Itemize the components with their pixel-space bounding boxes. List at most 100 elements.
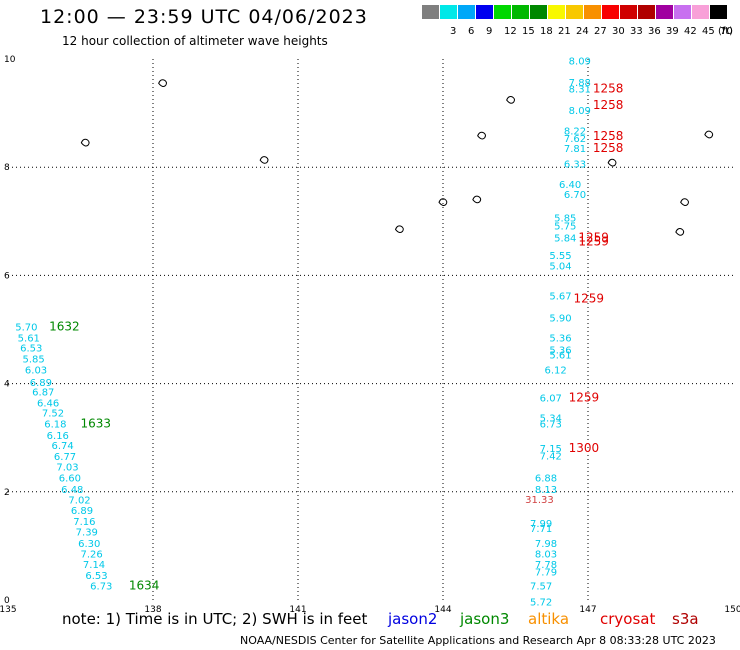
- island-outline: [394, 225, 404, 234]
- legend-jason3: jason3: [460, 610, 510, 628]
- legend-label: 18: [540, 26, 553, 37]
- wave-height-value: 6.89: [30, 378, 52, 389]
- x-tick-label: 144: [434, 605, 451, 615]
- y-tick-label: 8: [4, 163, 10, 173]
- wave-height-value: 5.34: [540, 413, 562, 424]
- wave-height-value: 6.40: [559, 180, 581, 191]
- wave-height-value: 5.36: [549, 345, 571, 356]
- wave-height-value: 5.75: [554, 221, 576, 232]
- wave-height-value: 5.72: [530, 597, 552, 608]
- legend-swatch: [692, 5, 709, 19]
- wave-height-value: 5.85: [23, 355, 45, 366]
- legend-label: 42: [684, 26, 697, 37]
- wave-height-value: 8.22: [564, 127, 586, 138]
- wave-height-value: 6.12: [545, 365, 567, 376]
- legend-label: 9: [486, 26, 493, 37]
- wave-height-value: 5.04: [549, 261, 571, 272]
- wave-height-value: 6.53: [85, 571, 107, 582]
- y-tick-label: 0: [4, 596, 10, 606]
- island-outline: [704, 130, 714, 139]
- legend-swatch: [620, 5, 637, 19]
- legend-label: 39: [666, 26, 679, 37]
- wave-height-value: 6.73: [90, 582, 112, 593]
- x-tick-label: 141: [289, 605, 306, 615]
- legend-label: 27: [594, 26, 607, 37]
- time-label: 1300: [569, 441, 600, 455]
- wave-height-value: 5.85: [554, 213, 576, 224]
- wave-height-value: 7.16: [73, 517, 95, 528]
- y-tick-label: 10: [4, 55, 16, 65]
- island-outline: [438, 198, 448, 206]
- wave-height-value: 6.53: [20, 344, 42, 355]
- time-label: 1632: [49, 320, 80, 334]
- credit-line: NOAA/NESDIS Center for Satellite Applica…: [240, 634, 716, 647]
- legend-swatch: [674, 5, 691, 19]
- island-outline: [607, 158, 617, 167]
- wave-height-value: 7.88: [569, 78, 591, 89]
- y-tick-label: 2: [4, 488, 10, 498]
- y-tick-label: 6: [4, 271, 10, 281]
- wave-height-value: 5.36: [549, 333, 571, 344]
- time-label: 1258: [593, 82, 624, 96]
- legend-swatch: [422, 5, 439, 19]
- legend-swatch: [530, 5, 547, 19]
- legend-label: 21: [558, 26, 571, 37]
- wave-height-value: 6.07: [540, 393, 562, 404]
- legend-swatch: [602, 5, 619, 19]
- wave-height-value: 7.03: [56, 463, 78, 474]
- wave-height-value: 7.79: [535, 568, 557, 579]
- wave-height-value: 5.61: [549, 351, 571, 362]
- island-outline: [80, 138, 90, 147]
- x-tick-label: 147: [579, 605, 596, 615]
- x-tick-label: 138: [144, 605, 161, 615]
- legend-swatch: [584, 5, 601, 19]
- legend-swatch: [476, 5, 493, 19]
- wave-height-value: 6.03: [25, 365, 47, 376]
- time-label: 1259: [574, 291, 605, 305]
- legend-label: 45: [702, 26, 715, 37]
- island-outline: [680, 198, 689, 206]
- wave-height-value: 6.89: [71, 506, 93, 517]
- wave-height-value: 8.03: [535, 549, 557, 560]
- island-outline: [477, 131, 486, 140]
- time-label: 1259: [578, 230, 609, 244]
- wave-height-value: 8.09: [569, 106, 591, 117]
- time-label: 1258: [593, 141, 624, 155]
- legend-swatch: [656, 5, 673, 19]
- wave-height-value: 7.81: [564, 144, 586, 155]
- wave-height-value: 6.70: [564, 190, 586, 201]
- wave-height-value: 6.30: [78, 539, 100, 550]
- island-outline: [158, 79, 167, 87]
- wave-height-value: 6.18: [44, 419, 66, 430]
- legend-label: 6: [468, 26, 475, 37]
- wave-height-value: 8.13: [535, 485, 557, 496]
- wave-height-value: 7.02: [68, 496, 90, 507]
- wave-height-value: 31.33: [525, 495, 554, 506]
- legend-altika: altika: [528, 610, 570, 628]
- legend-label: 70: [720, 26, 733, 37]
- time-label: 1258: [593, 129, 624, 143]
- note-text: note: 1) Time is in UTC; 2) SWH is in fe…: [62, 610, 368, 628]
- map-subtitle: 12 hour collection of altimeter wave hei…: [62, 34, 328, 48]
- wave-height-value: 5.90: [549, 313, 571, 324]
- legend-swatch: [710, 5, 727, 19]
- wave-height-value: 7.99: [530, 519, 552, 530]
- time-label: 1258: [593, 98, 624, 112]
- legend-swatch: [548, 5, 565, 19]
- island-outline: [259, 156, 269, 164]
- wave-height-value: 7.52: [42, 409, 64, 420]
- wave-height-value: 6.88: [535, 474, 557, 485]
- wave-height-value: 8.31: [569, 85, 591, 96]
- legend-label: 36: [648, 26, 661, 37]
- wave-height-value: 6.87: [32, 388, 54, 399]
- wave-height-value: 7.71: [530, 524, 552, 535]
- map-title: 12:00 — 23:59 UTC 04/06/2023: [40, 6, 368, 28]
- legend-swatch: [512, 5, 529, 19]
- legend-swatch: [566, 5, 583, 19]
- wave-height-value: 6.74: [52, 441, 74, 452]
- legend-label: 12: [504, 26, 517, 37]
- legend-label: 30: [612, 26, 625, 37]
- legend-s3a: s3a: [672, 610, 699, 628]
- legend-label: 3: [450, 26, 457, 37]
